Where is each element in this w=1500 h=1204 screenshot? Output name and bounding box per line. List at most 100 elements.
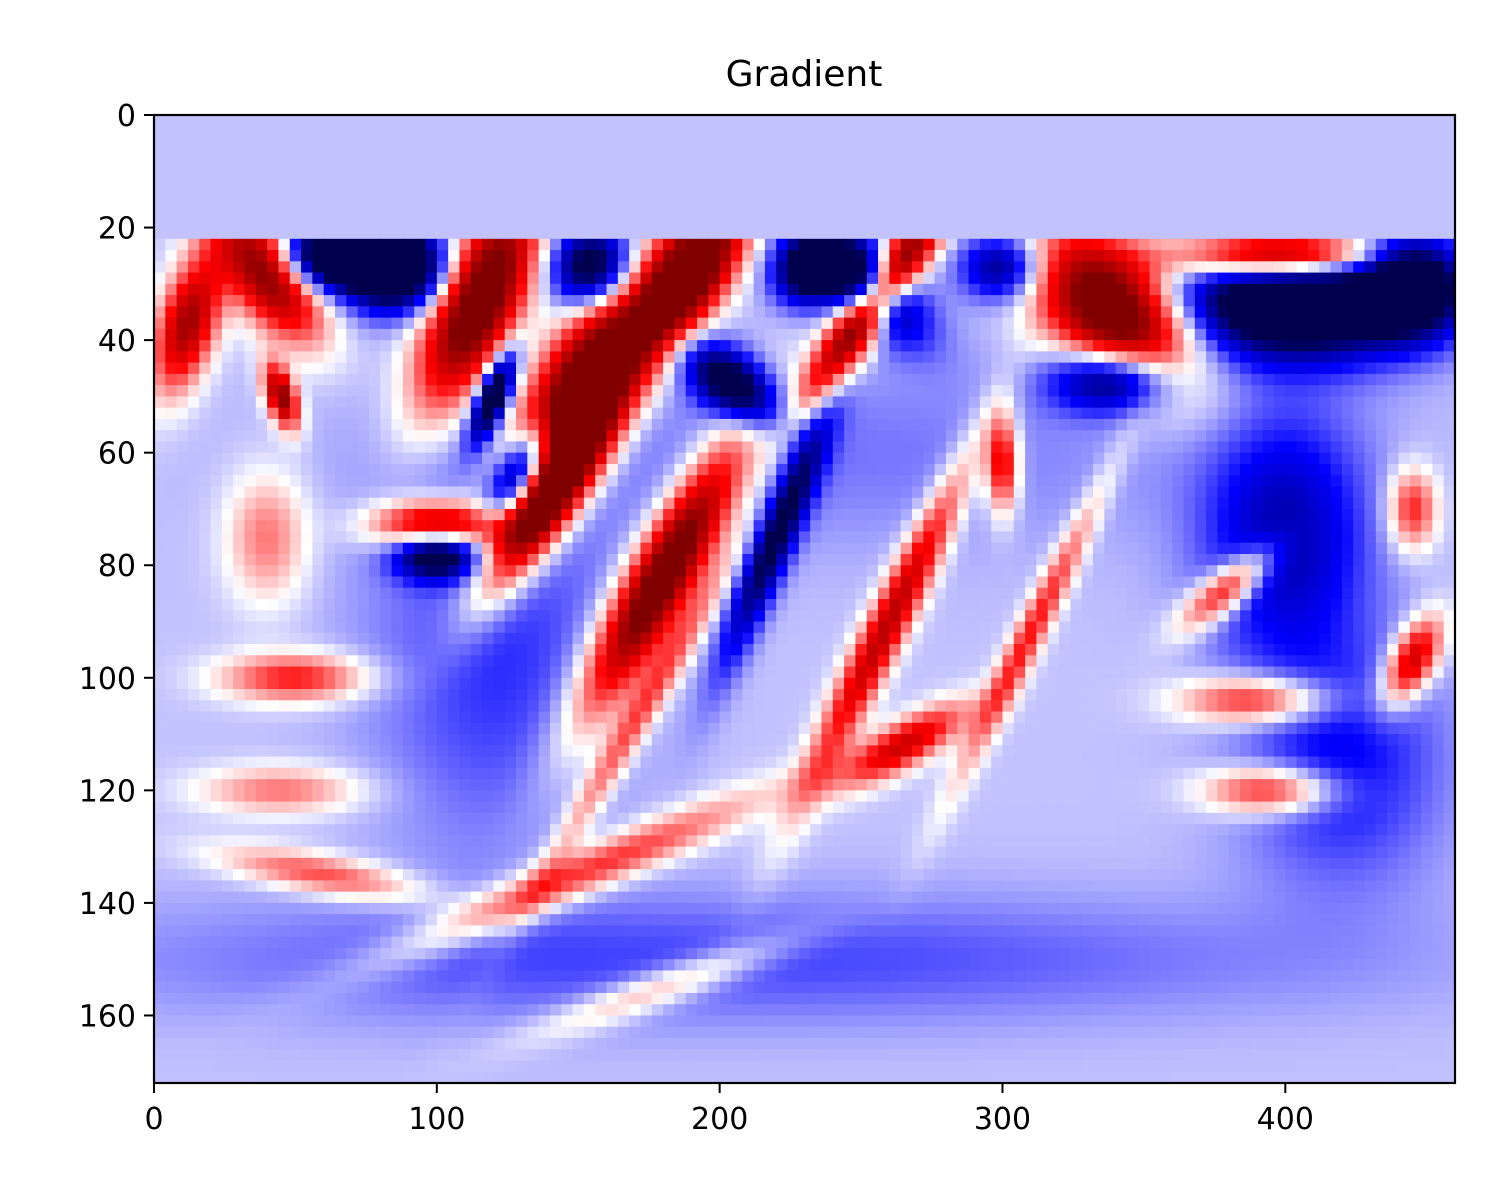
heatmap-cell: [1263, 374, 1275, 386]
heatmap-cell: [969, 171, 981, 183]
heatmap-cell: [923, 261, 935, 273]
heatmap-cell: [1002, 261, 1014, 273]
heatmap-cell: [810, 351, 822, 363]
heatmap-cell: [878, 531, 890, 543]
heatmap-cell: [731, 565, 743, 577]
heatmap-cell: [1240, 183, 1252, 195]
heatmap-cell: [946, 374, 958, 386]
heatmap-cell: [833, 216, 845, 228]
heatmap-cell: [1421, 486, 1433, 498]
heatmap-cell: [1444, 171, 1456, 183]
heatmap-cell: [1319, 531, 1331, 543]
heatmap-cell: [731, 340, 743, 352]
heatmap-cell: [550, 295, 562, 307]
heatmap-cell: [1036, 543, 1048, 555]
heatmap-cell: [1308, 115, 1320, 127]
heatmap-cell: [1093, 160, 1105, 172]
heatmap-cell: [584, 554, 596, 566]
heatmap-cell: [222, 228, 234, 240]
heatmap-cell: [1172, 318, 1184, 330]
heatmap-cell: [1376, 531, 1388, 543]
heatmap-cell: [1319, 261, 1331, 273]
heatmap-cell: [1172, 351, 1184, 363]
heatmap-cell: [799, 363, 811, 375]
heatmap-cell: [369, 149, 381, 161]
heatmap-cell: [573, 273, 585, 285]
heatmap-cell: [708, 374, 720, 386]
heatmap-cell: [1206, 554, 1218, 566]
heatmap-cell: [278, 509, 290, 521]
heatmap-cell: [1048, 531, 1060, 543]
heatmap-cell: [1319, 486, 1331, 498]
heatmap-cell: [595, 194, 607, 206]
heatmap-cell: [810, 171, 822, 183]
heatmap-cell: [1036, 295, 1048, 307]
heatmap-cell: [312, 318, 324, 330]
heatmap-cell: [855, 576, 867, 588]
heatmap-cell: [1036, 329, 1048, 341]
heatmap-cell: [765, 453, 777, 465]
heatmap-cell: [618, 396, 630, 408]
heatmap-cell: [1014, 239, 1026, 251]
heatmap-cell: [177, 453, 189, 465]
heatmap-cell: [991, 531, 1003, 543]
heatmap-cell: [539, 329, 551, 341]
heatmap-cell: [1161, 419, 1173, 431]
heatmap-cell: [245, 464, 257, 476]
heatmap-cell: [516, 351, 528, 363]
heatmap-cell: [697, 441, 709, 453]
heatmap-cell: [1036, 576, 1048, 588]
heatmap-cell: [1183, 149, 1195, 161]
heatmap-cell: [358, 419, 370, 431]
heatmap-cell: [301, 329, 313, 341]
heatmap-cell: [1183, 239, 1195, 251]
heatmap-cell: [1059, 183, 1071, 195]
heatmap-cell: [652, 453, 664, 465]
heatmap-cell: [561, 340, 573, 352]
heatmap-cell: [188, 284, 200, 296]
heatmap-cell: [1036, 509, 1048, 521]
heatmap-cell: [946, 340, 958, 352]
heatmap-cell: [459, 160, 471, 172]
heatmap-cell: [957, 194, 969, 206]
heatmap-cell: [482, 430, 494, 442]
heatmap-cell: [527, 295, 539, 307]
heatmap-cell: [923, 531, 935, 543]
heatmap-cell: [1285, 453, 1297, 465]
heatmap-cell: [1116, 374, 1128, 386]
heatmap-cell: [1229, 531, 1241, 543]
heatmap-cell: [1263, 441, 1275, 453]
heatmap-cell: [550, 509, 562, 521]
heatmap-cell: [855, 126, 867, 138]
heatmap-cell: [233, 565, 245, 577]
heatmap-cell: [991, 250, 1003, 262]
heatmap-cell: [1274, 194, 1286, 206]
heatmap-cell: [267, 306, 279, 318]
heatmap-cell: [539, 374, 551, 386]
heatmap-cell: [935, 295, 947, 307]
heatmap-cell: [335, 273, 347, 285]
heatmap-cell: [471, 160, 483, 172]
heatmap-cell: [437, 453, 449, 465]
heatmap-cell: [889, 306, 901, 318]
heatmap-cell: [1432, 396, 1444, 408]
heatmap-cell: [233, 374, 245, 386]
heatmap-cell: [1172, 205, 1184, 217]
heatmap-cell: [663, 329, 675, 341]
heatmap-cell: [358, 385, 370, 397]
heatmap-cell: [618, 374, 630, 386]
heatmap-cell: [324, 160, 336, 172]
heatmap-cell: [1444, 216, 1456, 228]
heatmap-cell: [256, 453, 268, 465]
heatmap-cell: [731, 228, 743, 240]
heatmap-cell: [493, 396, 505, 408]
heatmap-cell: [312, 239, 324, 251]
heatmap-cell: [1172, 408, 1184, 420]
heatmap-cell: [1059, 509, 1071, 521]
heatmap-cell: [1376, 284, 1388, 296]
heatmap-cell: [991, 351, 1003, 363]
heatmap-cell: [550, 126, 562, 138]
heatmap-cell: [165, 138, 177, 150]
heatmap-cell: [369, 239, 381, 251]
heatmap-cell: [652, 138, 664, 150]
